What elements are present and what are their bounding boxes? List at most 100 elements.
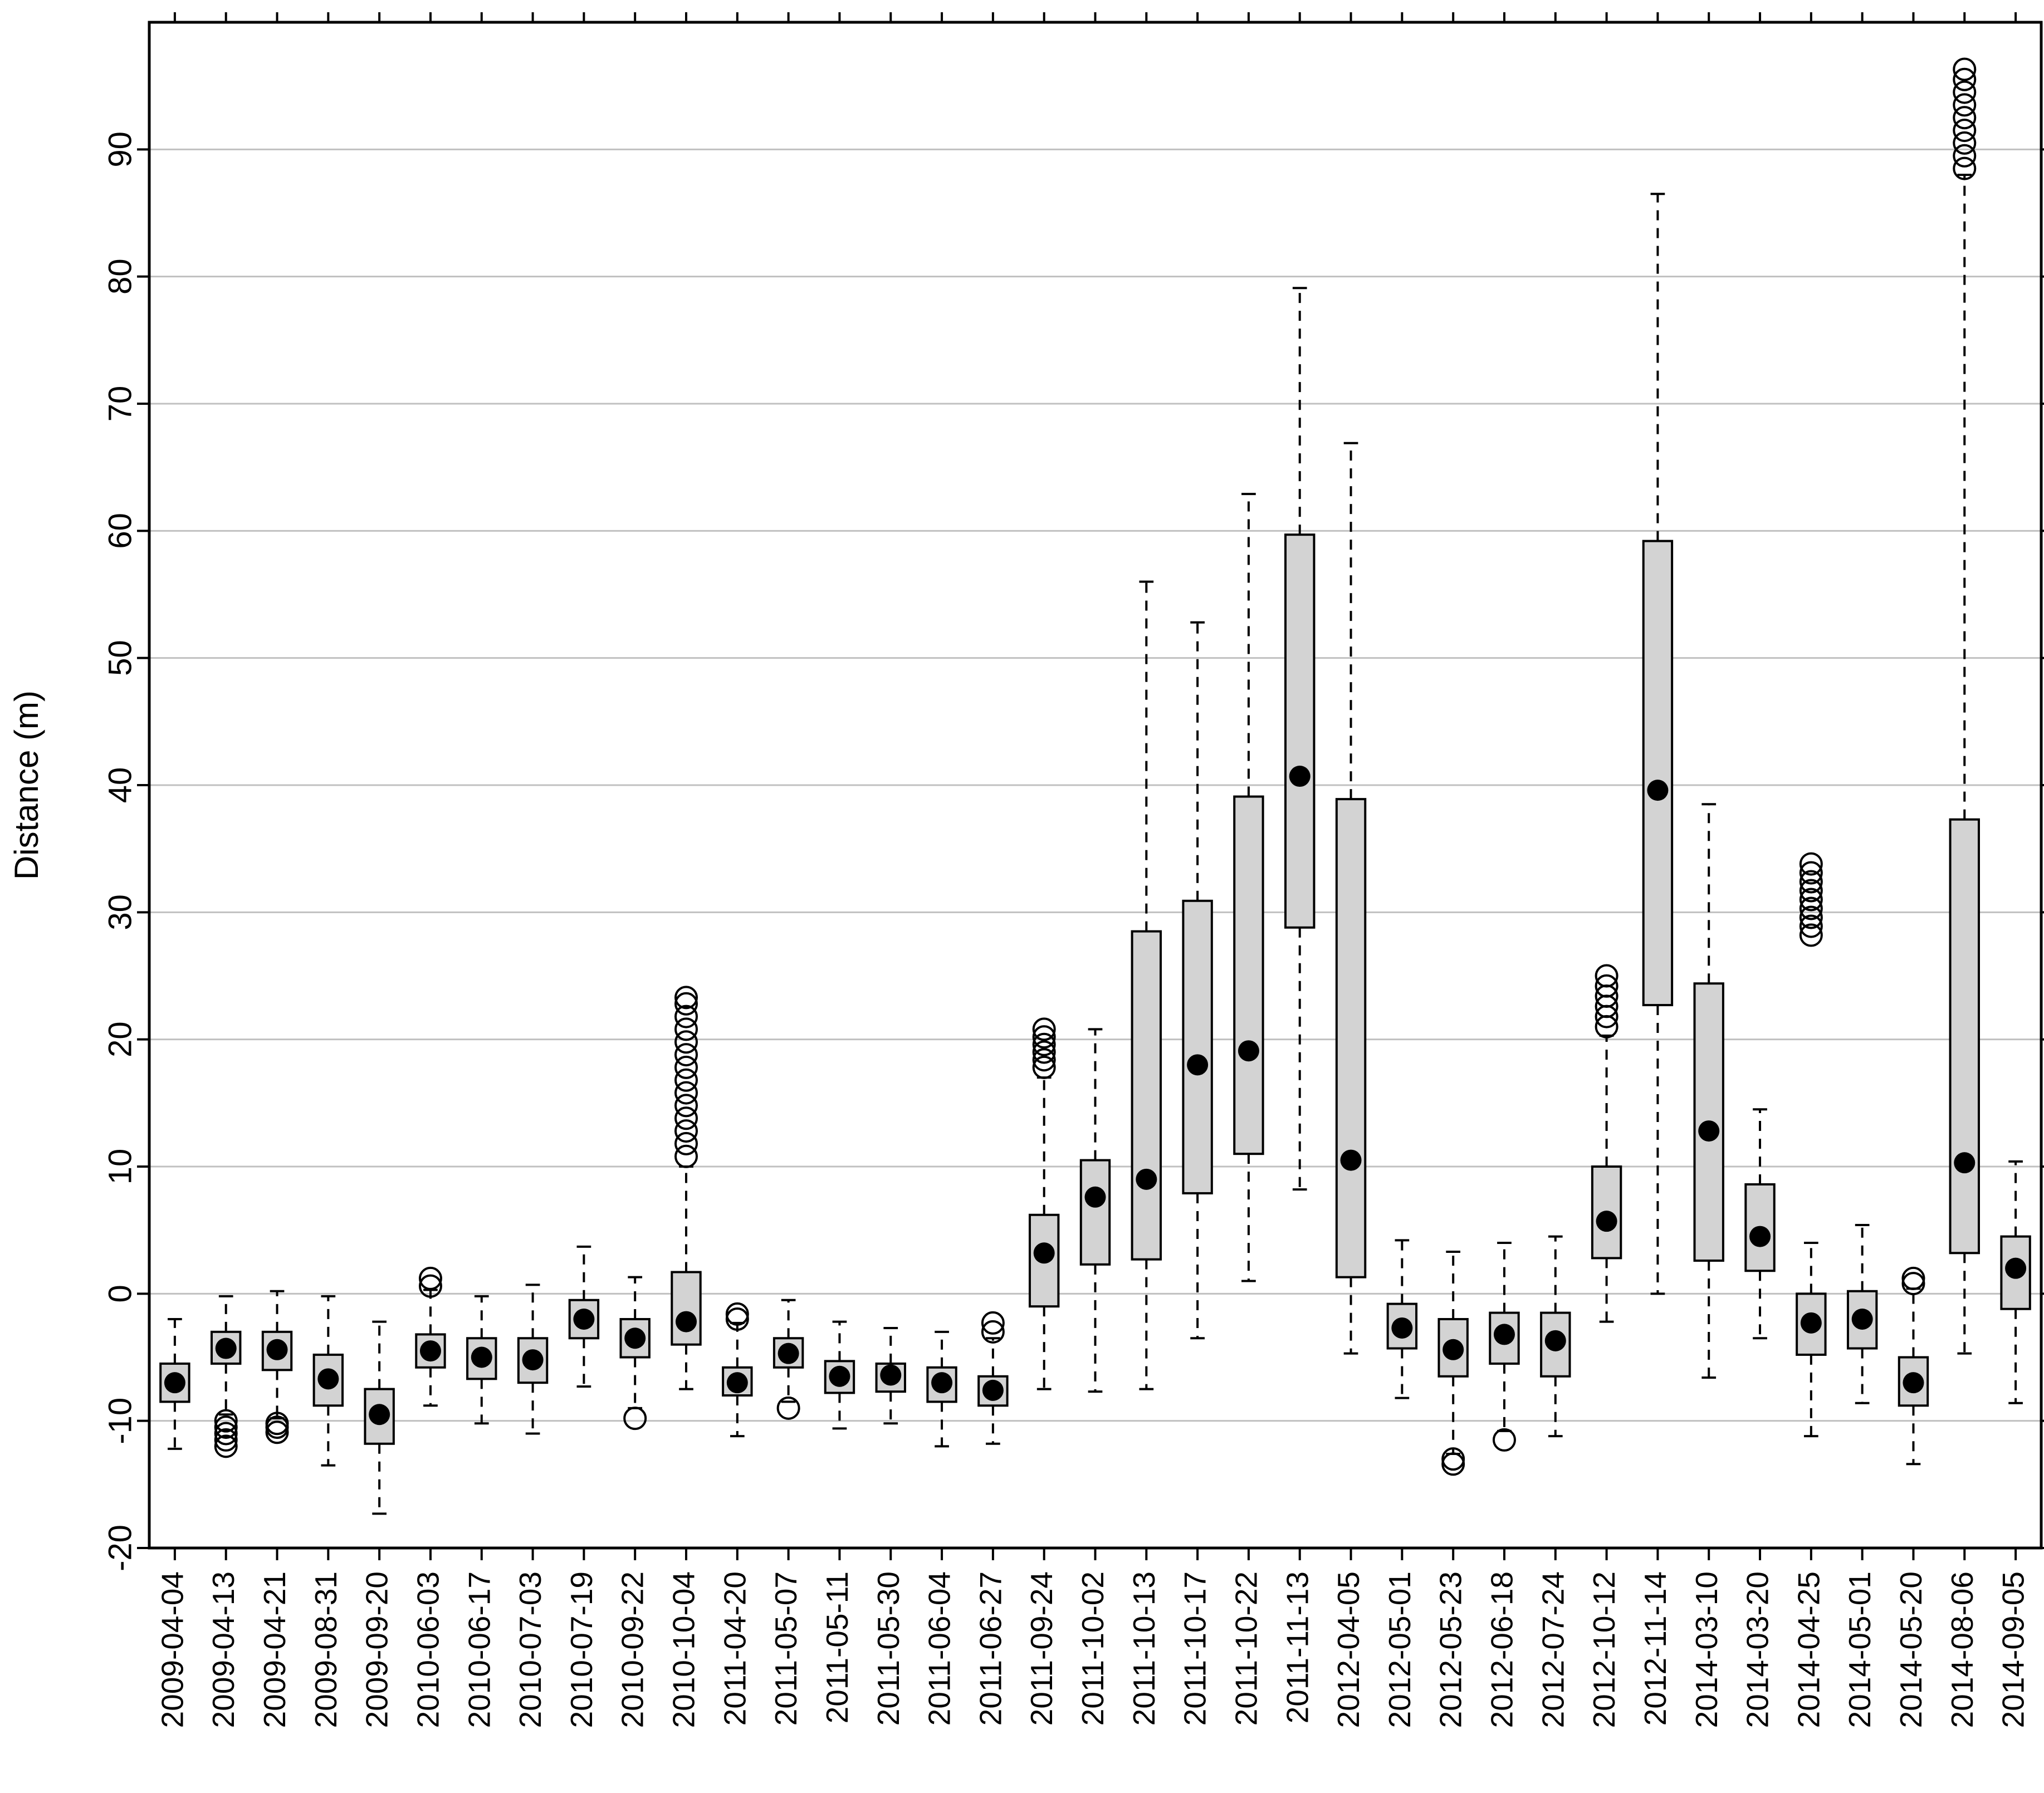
y-tick-label: 90 <box>102 131 138 168</box>
outlier-point <box>1799 888 1823 912</box>
x-tick-label: 2010-07-03 <box>513 1571 547 1728</box>
outlier-point <box>1901 1266 1925 1290</box>
mean-point <box>829 1365 850 1387</box>
x-tick-label: 2014-03-20 <box>1740 1571 1775 1728</box>
mean-point <box>266 1339 288 1360</box>
mean-point <box>1903 1372 1924 1394</box>
box-2014-08-06 <box>1949 57 1980 1355</box>
outlier-point <box>1799 870 1823 894</box>
mean-point <box>676 1311 697 1332</box>
outlier-point <box>1799 852 1823 876</box>
x-tick-label: 2014-05-01 <box>1842 1571 1877 1728</box>
outlier-point <box>1953 57 1977 81</box>
x-tick-label: 2009-08-31 <box>309 1571 343 1728</box>
outlier-point <box>1595 974 1618 998</box>
outlier-point <box>1901 1272 1925 1296</box>
mean-point <box>1544 1330 1566 1351</box>
box-2009-08-31 <box>312 1295 344 1467</box>
mean-point <box>215 1338 237 1359</box>
outlier-point <box>1032 1017 1056 1041</box>
x-tick-label: 2011-10-02 <box>1075 1571 1110 1726</box>
box-2014-05-01 <box>1846 1224 1878 1404</box>
box-body <box>1131 930 1162 1261</box>
x-tick-label: 2011-10-22 <box>1229 1571 1263 1726</box>
y-tick-label: 30 <box>102 894 138 930</box>
mean-point <box>1340 1149 1362 1171</box>
outlier-point <box>674 1106 698 1130</box>
box-2014-03-10 <box>1693 803 1724 1379</box>
outlier-point <box>725 1307 749 1331</box>
outlier-point <box>1032 1032 1056 1056</box>
box-2009-04-13 <box>211 1295 242 1458</box>
outlier-point <box>214 1415 238 1439</box>
outlier-point <box>674 1144 698 1168</box>
outlier-point <box>214 1422 238 1446</box>
x-tick-label: 2011-10-17 <box>1178 1571 1212 1726</box>
box-2011-10-02 <box>1079 1028 1111 1393</box>
mean-point <box>1033 1242 1055 1264</box>
x-tick-label: 2011-04-20 <box>717 1571 752 1726</box>
mean-point <box>624 1327 646 1349</box>
outlier-point <box>265 1420 289 1444</box>
outlier-point <box>674 1043 698 1067</box>
x-tick-label: 2011-10-13 <box>1127 1571 1161 1726</box>
x-tick-label: 2014-09-05 <box>1996 1571 2031 1728</box>
box-2012-04-05 <box>1335 442 1367 1355</box>
mean-point <box>1647 780 1669 801</box>
box-2012-10-12 <box>1591 964 1622 1323</box>
x-tick-label: 2014-05-20 <box>1894 1571 1928 1728</box>
mean-point <box>1749 1226 1771 1247</box>
box-2014-03-20 <box>1744 1108 1776 1340</box>
outlier-point <box>418 1274 442 1298</box>
box-2011-06-27 <box>977 1311 1009 1445</box>
x-tick-label: 2012-11-14 <box>1638 1571 1673 1726</box>
mean-point <box>522 1349 544 1371</box>
mean-point <box>1493 1324 1515 1345</box>
mean-point <box>317 1368 339 1390</box>
mean-point <box>931 1372 953 1394</box>
box-2014-05-20 <box>1898 1266 1929 1466</box>
outlier-point <box>674 1119 698 1143</box>
outlier-point <box>1953 144 1977 168</box>
outlier-point <box>674 1068 698 1092</box>
outlier-point <box>214 1428 238 1452</box>
x-tick-label: 2011-06-04 <box>922 1571 957 1726</box>
box-2011-10-22 <box>1233 493 1264 1282</box>
x-tick-label: 2011-05-11 <box>820 1571 854 1723</box>
outlier-point <box>674 1005 698 1028</box>
box-2014-09-05 <box>2000 1160 2031 1404</box>
box-2011-05-11 <box>824 1320 855 1430</box>
outlier-point <box>674 1030 698 1054</box>
mean-point <box>1136 1168 1157 1190</box>
x-tick-label: 2012-05-01 <box>1382 1571 1417 1728</box>
x-tick-label: 2011-06-27 <box>973 1571 1008 1726</box>
mean-point <box>726 1372 748 1394</box>
box-2012-05-01 <box>1386 1239 1418 1399</box>
mean-point <box>1698 1120 1720 1142</box>
mean-point <box>1954 1152 1975 1174</box>
y-tick-label: 0 <box>102 1285 138 1302</box>
outlier-point <box>1953 156 1977 180</box>
mean-point <box>1084 1186 1106 1208</box>
box-2014-04-25 <box>1796 852 1827 1438</box>
boxes <box>159 57 2031 1515</box>
axes: -20 -10 0 10 20 30 40 50 60 70 80 90 2009-04-04 2009-… <box>102 12 2044 1728</box>
box-2010-09-22 <box>619 1276 651 1431</box>
box-2011-05-07 <box>772 1299 804 1420</box>
mean-point <box>1187 1054 1209 1076</box>
x-tick-label: 2009-09-20 <box>360 1571 394 1728</box>
x-tick-label: 2010-06-03 <box>410 1571 445 1728</box>
box-2011-10-13 <box>1131 580 1162 1390</box>
outlier-point <box>981 1320 1005 1344</box>
outlier-point <box>1799 896 1823 920</box>
outlier-point <box>674 1081 698 1105</box>
box-2010-10-04 <box>671 986 702 1390</box>
mean-point <box>164 1372 185 1394</box>
mean-point <box>1596 1211 1617 1232</box>
outlier-point <box>214 1434 238 1458</box>
x-tick-label: 2011-05-07 <box>769 1571 803 1726</box>
mean-point <box>1391 1317 1413 1339</box>
box-2012-06-18 <box>1489 1242 1520 1452</box>
box-2011-05-30 <box>875 1326 906 1425</box>
